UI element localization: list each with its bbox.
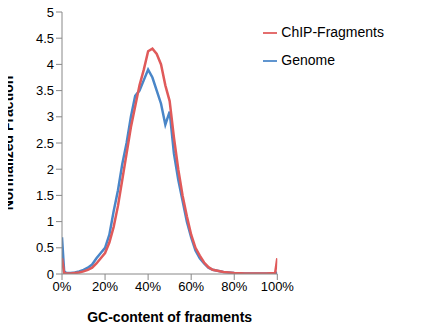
svg-text:3: 3 <box>47 109 54 124</box>
svg-text:40%: 40% <box>135 279 161 294</box>
html-text:ChIP-Fragments: ChIP-Fragments <box>281 24 384 40</box>
svg-text:60%: 60% <box>178 279 204 294</box>
svg-text:0%: 0% <box>53 279 72 294</box>
svg-text:2: 2 <box>47 162 54 177</box>
svg-text:0.5: 0.5 <box>36 240 54 255</box>
svg-text:1: 1 <box>47 214 54 229</box>
svg-text:4: 4 <box>47 57 54 72</box>
svg-text:2.5: 2.5 <box>36 136 54 151</box>
svg-text:3.5: 3.5 <box>36 83 54 98</box>
svg-text:1.5: 1.5 <box>36 188 54 203</box>
svg-text:0: 0 <box>47 267 54 282</box>
svg-text:20%: 20% <box>92 279 118 294</box>
svg-text:5: 5 <box>47 8 54 20</box>
svg-text:Normalized Fraction: Normalized Fraction <box>8 76 16 211</box>
svg-text:80%: 80% <box>221 279 247 294</box>
html-text:Genome: Genome <box>281 52 335 68</box>
svg-text:4.5: 4.5 <box>36 31 54 46</box>
svg-text:GC-content of fragments: GC-content of fragments <box>87 309 252 322</box>
svg-text:100%: 100% <box>261 279 295 294</box>
